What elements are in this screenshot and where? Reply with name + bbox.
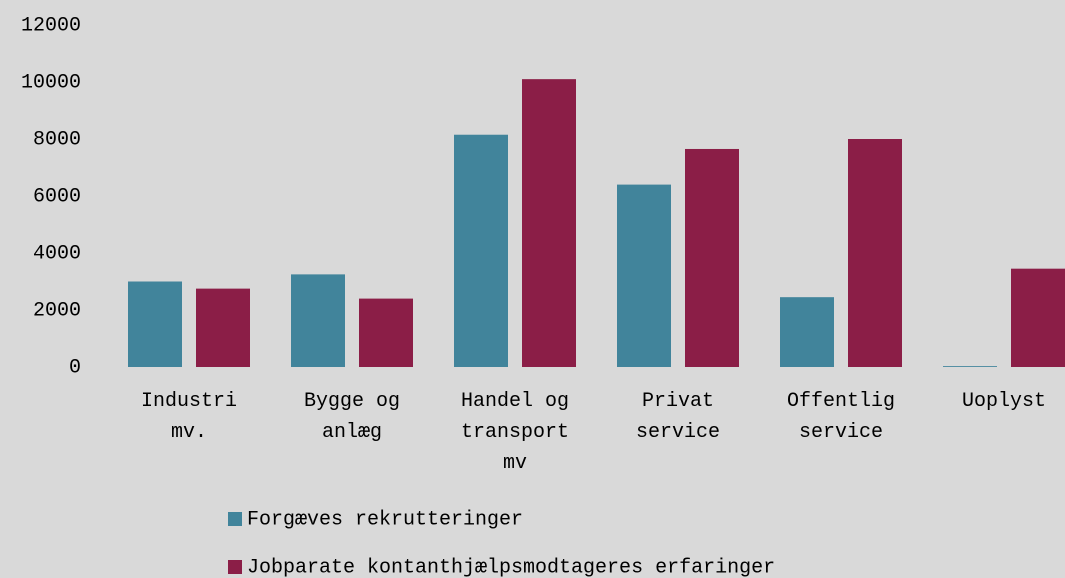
x-tick-label: Offentlig service [787, 390, 895, 444]
bar [943, 366, 997, 367]
y-tick-label: 10000 [21, 71, 81, 94]
bar [359, 298, 413, 367]
y-tick-label: 0 [69, 356, 81, 379]
y-tick-label: 4000 [33, 242, 81, 265]
bar [617, 184, 671, 367]
legend-swatch [228, 560, 242, 574]
legend-swatch [228, 512, 242, 526]
y-tick-label: 12000 [21, 14, 81, 37]
bar [454, 134, 508, 367]
x-tick-label: Industri mv. [141, 390, 237, 444]
x-tick-label: Privat service [636, 390, 720, 444]
x-tick-label: Bygge og anlæg [304, 390, 400, 444]
legend-label: Forgæves rekrutteringer [247, 508, 523, 531]
x-tick-label: Handel og transport mv [461, 390, 569, 475]
bar [291, 274, 345, 367]
bar [522, 79, 576, 368]
x-tick-label: Uoplyst [962, 390, 1046, 413]
bar [1011, 268, 1065, 367]
bar [128, 281, 182, 367]
y-tick-label: 8000 [33, 128, 81, 151]
bar [780, 297, 834, 367]
bar [685, 148, 739, 367]
bar [196, 288, 250, 367]
bar [848, 139, 902, 367]
legend-label: Jobparate kontanthjælpsmodtageres erfari… [247, 556, 775, 578]
y-tick-label: 2000 [33, 299, 81, 322]
y-tick-label: 6000 [33, 185, 81, 208]
